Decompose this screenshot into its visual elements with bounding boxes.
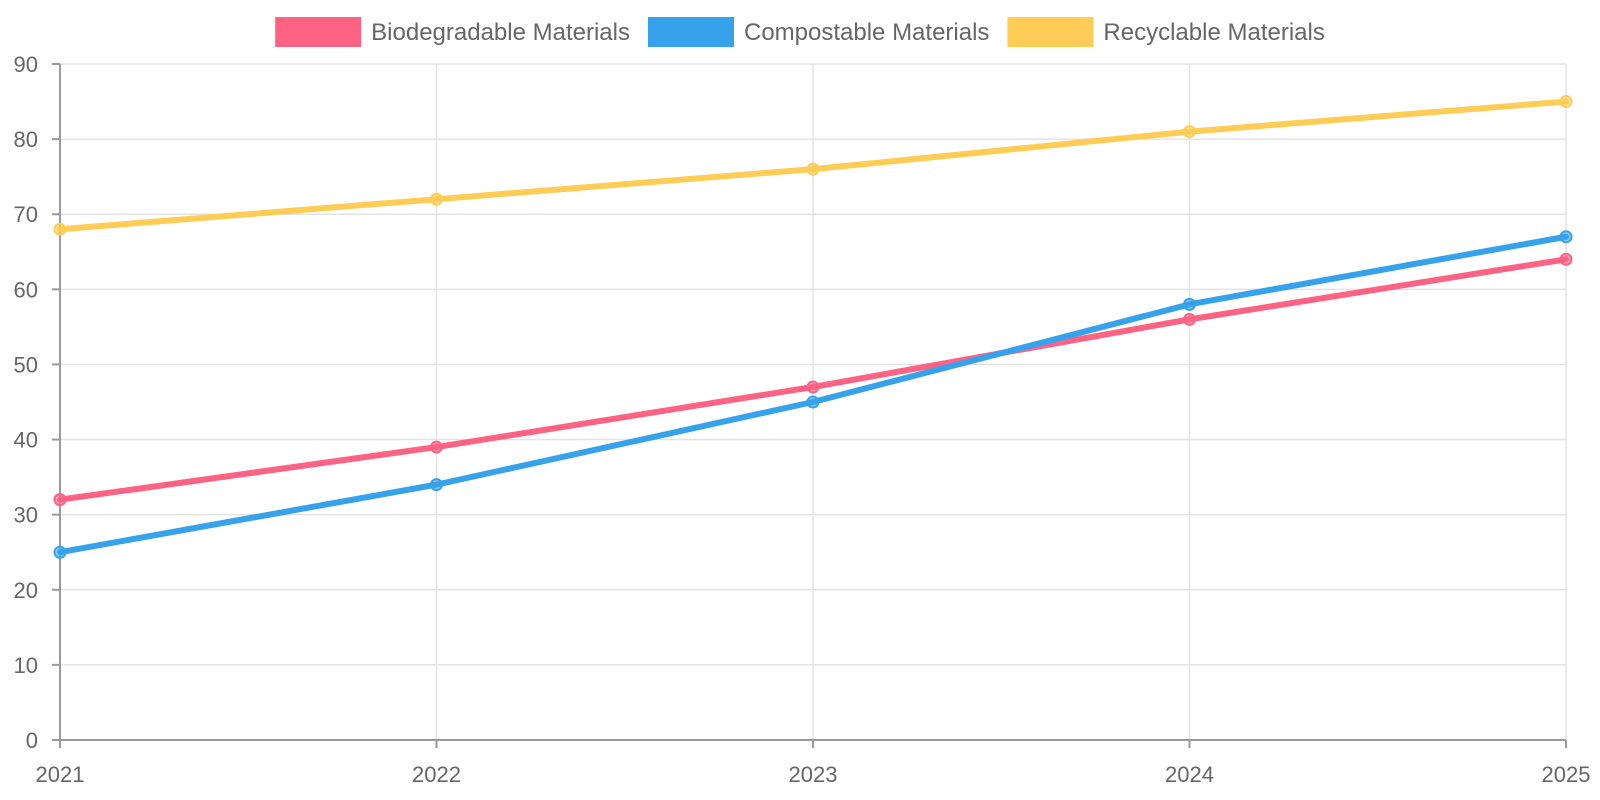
series-1: [53, 230, 1573, 559]
x-axis-ticks: 2021 2022 2023 2024 2025: [36, 740, 1591, 787]
x-tick-label: 2024: [1165, 762, 1214, 787]
data-point[interactable]: [430, 192, 443, 206]
legend-label: Biodegradable Materials: [371, 19, 630, 46]
series-0: [53, 252, 1573, 507]
y-tick-label: 30: [14, 503, 38, 528]
x-tick-label: 2023: [789, 762, 838, 787]
x-tick-label: 2021: [36, 762, 85, 787]
legend-swatch[interactable]: [275, 17, 362, 47]
y-tick-label: 10: [14, 653, 38, 678]
y-tick-label: 70: [14, 202, 38, 227]
y-tick-label: 60: [14, 277, 38, 302]
data-point[interactable]: [53, 493, 67, 507]
y-tick-label: 20: [14, 578, 38, 603]
data-point[interactable]: [430, 440, 443, 454]
data-point[interactable]: [806, 395, 820, 409]
data-point[interactable]: [1183, 125, 1196, 139]
y-tick-label: 80: [14, 127, 38, 152]
data-point[interactable]: [53, 545, 67, 559]
series-2: [53, 95, 1573, 236]
data-point[interactable]: [53, 222, 67, 236]
legend: Biodegradable Materials Compostable Mater…: [275, 17, 1325, 47]
grid: [60, 63, 1567, 740]
data-point[interactable]: [1559, 252, 1573, 266]
series-layer: [53, 95, 1573, 559]
data-point[interactable]: [806, 162, 820, 176]
y-axis-ticks: 0 10 20 30 40 50 60 70 80 90: [14, 52, 60, 753]
y-tick-label: 40: [14, 428, 38, 453]
data-point[interactable]: [806, 380, 820, 394]
data-point[interactable]: [1559, 230, 1573, 244]
legend-label: Recyclable Materials: [1103, 19, 1324, 46]
y-tick-label: 50: [14, 352, 38, 377]
y-tick-label: 0: [26, 728, 38, 753]
x-tick-label: 2025: [1542, 762, 1591, 787]
data-point[interactable]: [1183, 297, 1196, 311]
data-point[interactable]: [430, 478, 443, 492]
x-tick-label: 2022: [412, 762, 461, 787]
y-tick-label: 90: [14, 52, 38, 77]
data-point[interactable]: [1183, 312, 1196, 326]
legend-swatch[interactable]: [647, 17, 734, 47]
data-point[interactable]: [1559, 95, 1573, 109]
legend-swatch[interactable]: [1007, 17, 1094, 47]
legend-label: Compostable Materials: [744, 19, 989, 46]
